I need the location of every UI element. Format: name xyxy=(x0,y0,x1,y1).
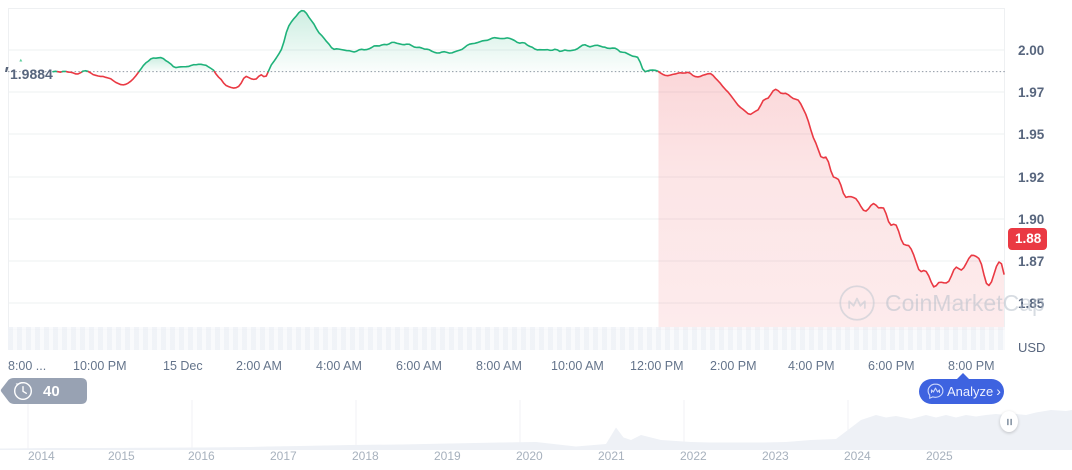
svg-text:40: 40 xyxy=(43,383,60,400)
